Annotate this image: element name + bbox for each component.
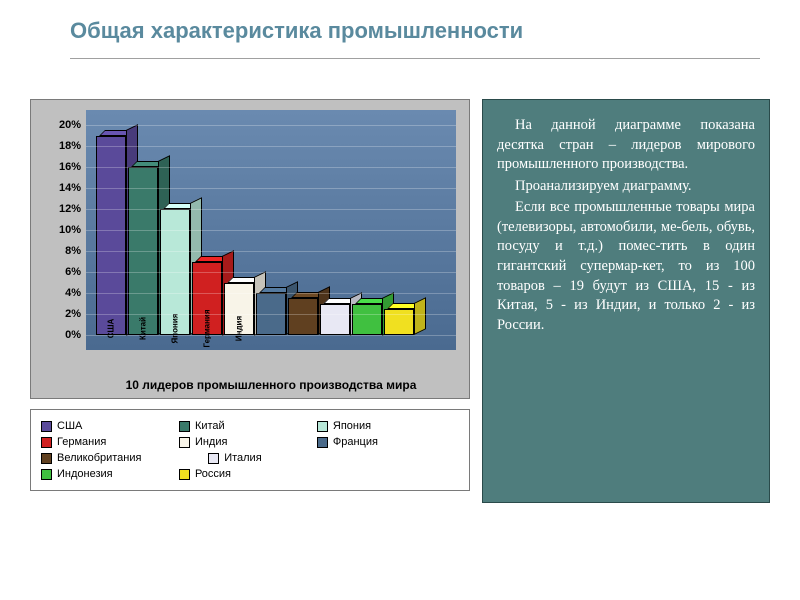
gridline	[86, 230, 456, 231]
legend-swatch	[41, 453, 52, 464]
gridline	[86, 293, 456, 294]
legend-label: Великобритания	[57, 452, 141, 464]
legend-swatch	[41, 437, 52, 448]
legend-label: Индонезия	[57, 468, 113, 480]
bar-label: Япония	[171, 314, 180, 344]
ytick-label: 8%	[31, 245, 81, 257]
legend-item: Китай	[179, 418, 317, 434]
ytick-label: 10%	[31, 224, 81, 236]
chart-box: США Китай Япония Германия Индия 0% 2% 4% 6% 8% 10…	[30, 99, 470, 399]
page-title: Общая характеристика промышленности	[70, 18, 760, 44]
legend-swatch	[179, 469, 190, 480]
description-panel: На данной диаграмме показана десятка стр…	[482, 99, 770, 503]
gridline	[86, 272, 456, 273]
ytick-label: 14%	[31, 182, 81, 194]
description-paragraph: Если все промышленные товары мира (телев…	[497, 198, 755, 335]
legend-label: Франция	[333, 436, 378, 448]
gridline	[86, 146, 456, 147]
description-paragraph: На данной диаграмме показана десятка стр…	[497, 116, 755, 175]
legend-label: Китай	[195, 420, 225, 432]
legend-label: Германия	[57, 436, 106, 448]
bar-label: Китай	[139, 317, 148, 340]
chart-plot-area: США Китай Япония Германия Индия	[86, 110, 456, 350]
legend-item: Индия	[179, 434, 317, 450]
gridline	[86, 335, 456, 336]
gridline	[86, 188, 456, 189]
legend-item: Великобритания	[41, 450, 208, 466]
legend-item: Италия	[208, 450, 346, 466]
legend-label: Россия	[195, 468, 231, 480]
legend-label: Италия	[224, 452, 261, 464]
legend-swatch	[179, 437, 190, 448]
legend-item: Индонезия	[41, 466, 179, 482]
ytick-label: 0%	[31, 329, 81, 341]
description-paragraph: Проанализируем диаграмму.	[497, 177, 755, 197]
ytick-label: 6%	[31, 266, 81, 278]
ytick-label: 20%	[31, 119, 81, 131]
legend-item: Россия	[179, 466, 317, 482]
legend-item: Япония	[317, 418, 455, 434]
ytick-label: 18%	[31, 140, 81, 152]
gridline	[86, 251, 456, 252]
legend-swatch	[317, 437, 328, 448]
chart-xaxis-title: 10 лидеров промышленного производства ми…	[86, 378, 456, 392]
bar-Россия	[384, 309, 414, 335]
legend-label: Япония	[333, 420, 371, 432]
legend-swatch	[179, 421, 190, 432]
gridline	[86, 314, 456, 315]
ytick-label: 12%	[31, 203, 81, 215]
bar-Индия: Индия	[224, 283, 254, 336]
chart-legend: США Китай Япония Германия Индия Франция Велико…	[30, 409, 470, 491]
gridline	[86, 209, 456, 210]
legend-swatch	[41, 469, 52, 480]
chart-panel: США Китай Япония Германия Индия 0% 2% 4% 6% 8% 10…	[30, 99, 470, 503]
bar-Индонезия	[352, 304, 382, 336]
ytick-label: 4%	[31, 287, 81, 299]
gridline	[86, 125, 456, 126]
legend-swatch	[41, 421, 52, 432]
legend-label: Индия	[195, 436, 228, 448]
legend-item: США	[41, 418, 179, 434]
legend-label: США	[57, 420, 82, 432]
bar-США: США	[96, 136, 126, 336]
bar-Великобритания	[288, 298, 318, 335]
legend-item: Германия	[41, 434, 179, 450]
ytick-label: 16%	[31, 161, 81, 173]
bar-Италия	[320, 304, 350, 336]
bar-label: Индия	[235, 316, 244, 341]
legend-swatch	[317, 421, 328, 432]
gridline	[86, 167, 456, 168]
legend-swatch	[208, 453, 219, 464]
bar-label: Германия	[203, 309, 212, 347]
legend-item: Франция	[317, 434, 455, 450]
ytick-label: 2%	[31, 308, 81, 320]
